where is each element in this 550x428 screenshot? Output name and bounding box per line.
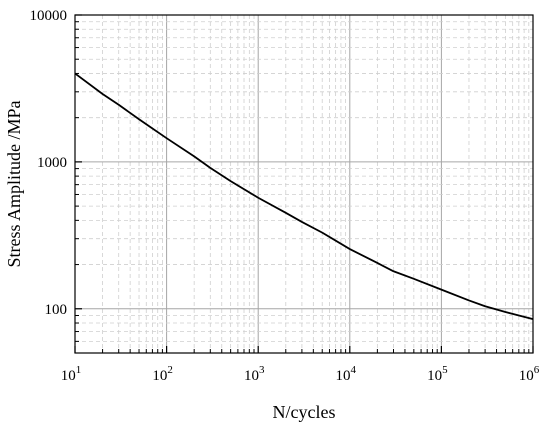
x-tick-label: 103 bbox=[244, 364, 265, 384]
plot-frame bbox=[74, 14, 534, 354]
tick-labels: 101 102 103 104 105 106 100 1000 10000 bbox=[30, 8, 540, 384]
y-tick-label: 1000 bbox=[37, 155, 67, 171]
x-axis-title: N/cycles bbox=[273, 402, 336, 422]
y-tick-label: 100 bbox=[45, 302, 68, 318]
x-tick-label: 106 bbox=[519, 364, 540, 384]
x-tick-label: 104 bbox=[336, 364, 357, 384]
x-tick-label: 105 bbox=[427, 364, 448, 384]
series-line bbox=[74, 72, 534, 321]
y-tick-label: 10000 bbox=[30, 8, 68, 24]
y-axis-title: Stress Amplitude /MPa bbox=[4, 100, 24, 267]
x-tick-label: 102 bbox=[152, 364, 173, 384]
series-layer bbox=[74, 72, 534, 321]
ticks bbox=[74, 14, 534, 353]
grid bbox=[75, 15, 533, 353]
x-tick-label: 101 bbox=[61, 364, 82, 384]
